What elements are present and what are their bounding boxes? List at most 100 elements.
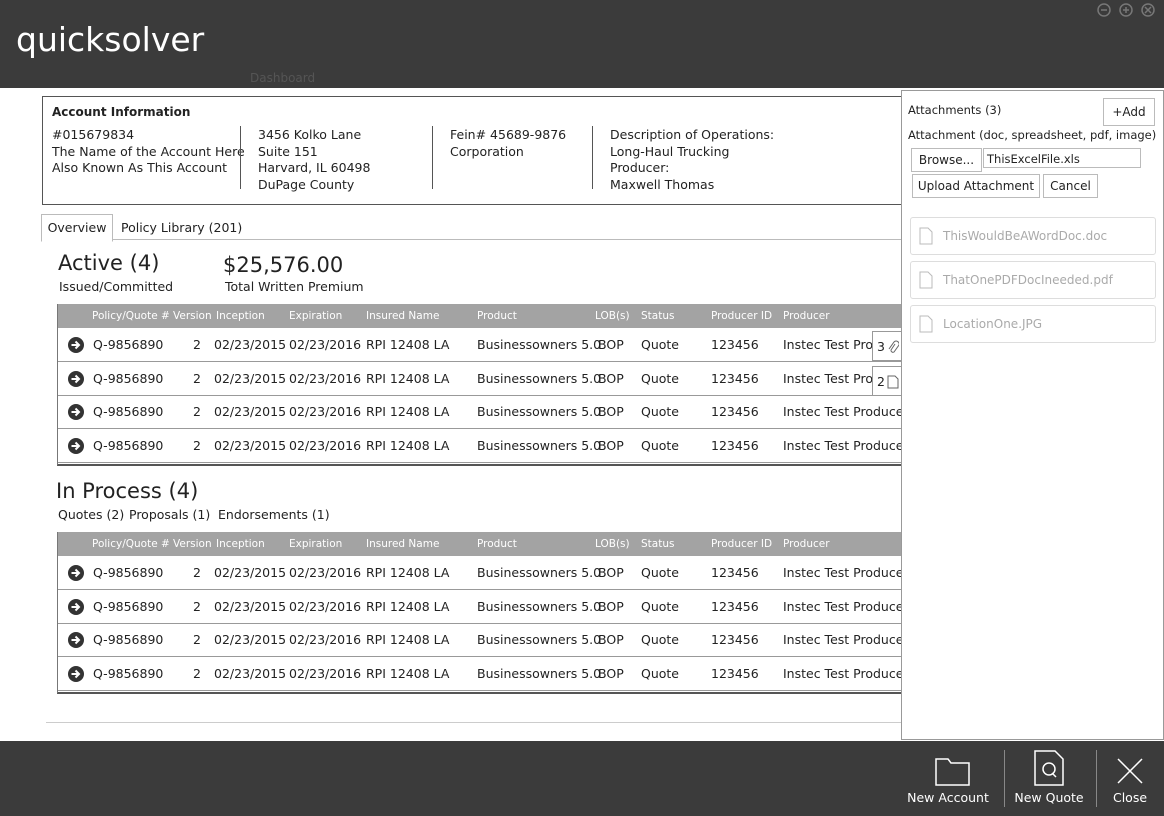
table-cell: Quote [641,337,680,352]
table-cell: Q-9856890 [93,565,164,580]
row-arrow-icon[interactable] [67,665,85,687]
table-row[interactable] [58,556,958,590]
table-cell: BOP [598,665,624,681]
table-cell: Businessowners 5.0 [477,665,602,681]
footer-button[interactable]: Close [1112,790,1148,805]
file-item[interactable]: LocationOne.JPG [910,305,1156,343]
row-arrow-icon[interactable] [67,631,85,653]
cancel-button[interactable]: Cancel [1043,174,1098,198]
table-cell: Quote [641,565,680,580]
file-item[interactable]: ThatOnePDFDocIneeded.pdf [910,261,1156,299]
table-cell: BOP [598,404,624,419]
table-row[interactable] [58,657,958,691]
attachment-badge[interactable]: 2 [872,366,902,396]
footer-button[interactable]: New Quote [1014,790,1084,805]
table-cell: 02/23/2016 [289,632,362,647]
table-cell: 02/23/2016 [289,437,362,453]
top-bar: quicksolver Dashboard [0,0,1164,88]
column-header: Policy/Quote # [92,310,170,322]
account-text: DuPage County [258,176,355,192]
table-cell: Businessowners 5.0 [477,437,602,453]
attachment-badge[interactable]: 3 [872,331,902,361]
table-cell: 2 [193,337,201,352]
table-header [58,532,958,556]
table-cell: Instec Test Producer [783,632,909,647]
table-cell: 2 [193,665,201,681]
premium-label: Total Written Premium [225,279,364,294]
section-title: Active (4) [58,251,160,275]
nav-link[interactable]: Dashboard [250,71,316,85]
upload-button[interactable]: Upload Attachment [912,174,1040,198]
row-arrow-icon[interactable] [67,437,85,459]
filter[interactable]: Quotes (2) [58,507,125,522]
table-cell: 123456 [711,337,759,352]
account-text: Maxwell Thomas [610,176,715,192]
row-arrow-icon[interactable] [67,336,85,358]
row-arrow-icon[interactable] [67,564,85,586]
column-header: Insured Name [366,310,440,322]
file-input[interactable]: ThisExcelFile.xls [983,148,1141,168]
file-icon [919,271,933,292]
table-cell: Instec Test Producer [783,437,909,453]
row-arrow-icon[interactable] [67,403,85,425]
table-cell: RPI 12408 LA [366,632,450,647]
table-cell: Quote [641,598,680,614]
table-cell: Instec Test Producer [783,665,909,681]
table-cell: 2 [193,565,201,580]
account-text: Also Known As This Account [52,160,228,175]
tab[interactable]: Policy Library (201) [121,220,243,235]
table-cell: Quote [641,437,680,453]
table-cell: 02/23/2016 [289,337,362,352]
table-cell: BOP [598,437,624,453]
table-cell: RPI 12408 LA [366,404,450,419]
attachment-panel [901,90,1164,740]
table-row[interactable] [58,362,958,396]
filter[interactable]: Proposals (1) [129,507,211,522]
table-cell: 02/23/2016 [289,598,362,614]
table-row[interactable] [58,623,958,657]
column-header: Status [641,310,675,322]
footer-button[interactable]: New Account [907,790,989,805]
table-cell: Quote [641,632,680,647]
table-cell: Q-9856890 [93,598,164,614]
column-divider [432,126,433,189]
table-cell: 02/23/2015 [214,404,287,419]
table-cell: 2 [193,370,201,386]
table-cell: 02/23/2015 [214,665,287,681]
table-cell: 02/23/2015 [214,565,287,580]
browse-button[interactable]: Browse... [911,148,982,172]
file-item[interactable]: ThisWouldBeAWordDoc.doc [910,217,1156,255]
add-button[interactable]: +Add [1103,98,1155,126]
table-row[interactable] [58,395,958,429]
table-cell: RPI 12408 LA [366,665,450,681]
table-row[interactable] [58,590,958,624]
table-row[interactable] [58,429,958,463]
table-cell: 2 [193,598,201,614]
table-cell: 02/23/2016 [289,370,362,386]
column-header: LOB(s) [595,310,630,322]
window-controls[interactable] [1096,2,1160,18]
table-cell: RPI 12408 LA [366,337,450,352]
table-cell: 123456 [711,404,759,419]
account-text: Suite 151 [258,143,318,159]
separator [1096,750,1097,807]
premium: $25,576.00 [223,253,344,277]
column-header: Version [173,310,212,322]
column-header: Product [477,538,517,550]
table-cell: 123456 [711,565,759,580]
section-subtitle: Issued/Committed [59,279,174,294]
account-text: Long-Haul Trucking [610,143,730,159]
filter[interactable]: Endorsements (1) [218,507,330,522]
table-row[interactable] [58,328,958,362]
tab[interactable]: Overview [41,214,113,242]
account-text: Harvard, IL 60498 [258,160,371,175]
row-arrow-icon[interactable] [67,598,85,620]
column-header: LOB(s) [595,538,630,550]
table-cell: RPI 12408 LA [366,598,450,614]
badge-icon [887,374,899,393]
table-cell: Businessowners 5.0 [477,370,602,386]
footer: New Account New Quote Close [0,741,1164,816]
file-icon [919,227,933,248]
row-arrow-icon[interactable] [67,370,85,392]
